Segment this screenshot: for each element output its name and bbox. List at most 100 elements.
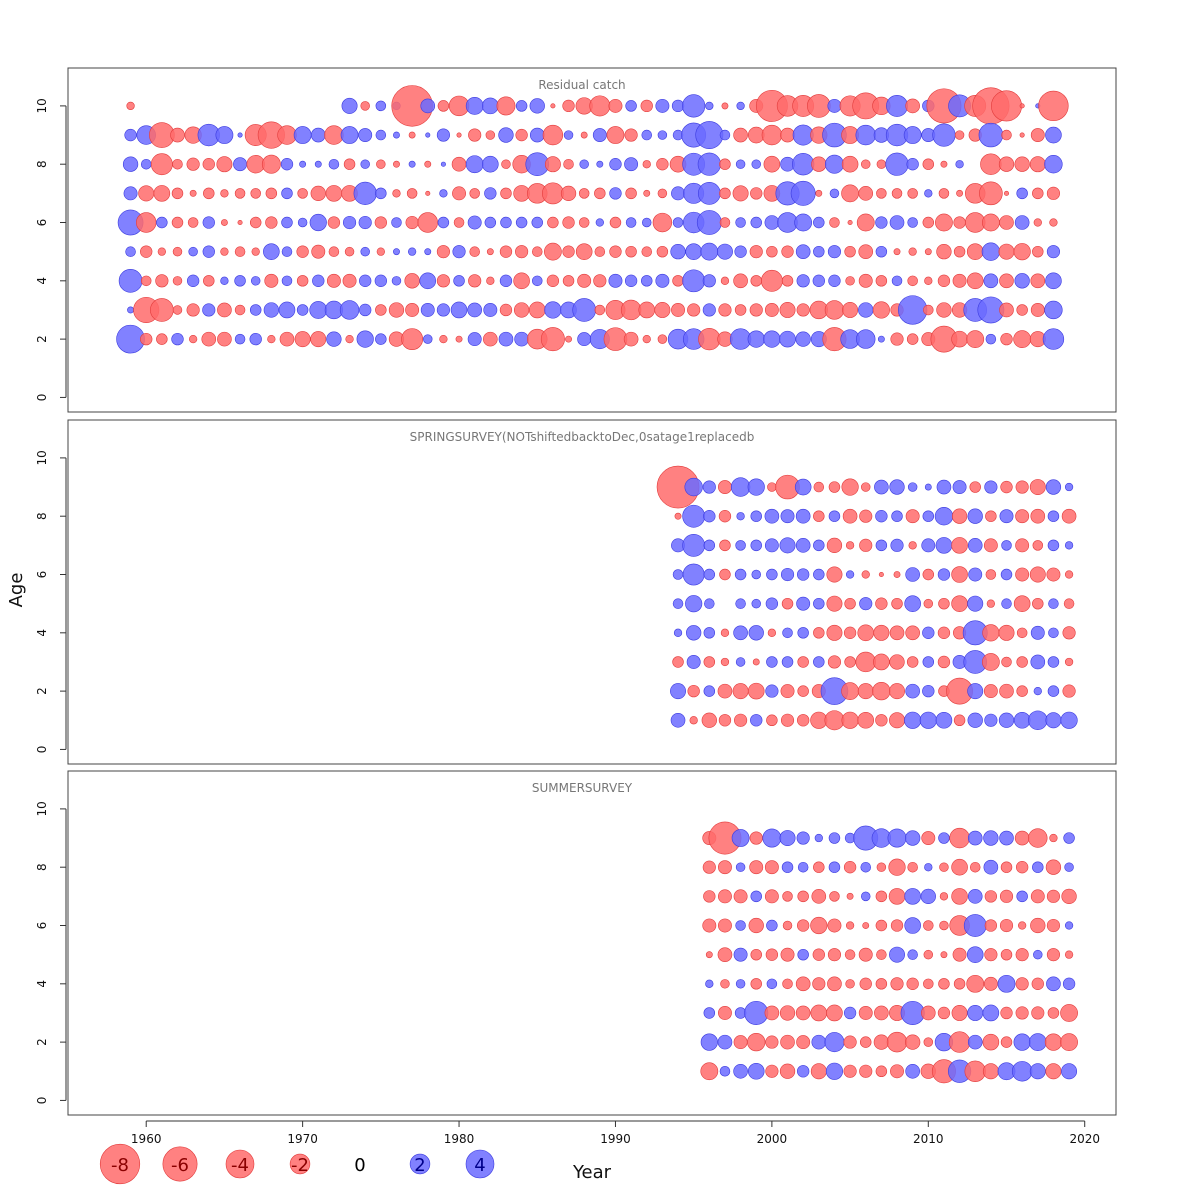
residual-bubble	[682, 533, 706, 557]
residual-bubble	[766, 245, 778, 258]
residual-bubble	[1015, 567, 1030, 582]
residual-bubble	[813, 568, 825, 581]
residual-bubble	[859, 597, 873, 611]
residual-bubble	[1045, 859, 1062, 875]
residual-bubble	[593, 274, 607, 288]
residual-bubble	[671, 303, 685, 317]
panel-2: SPRINGSURVEY(NOTshiftedbacktoDec,0satage…	[35, 419, 1117, 765]
residual-bubble	[904, 888, 921, 905]
residual-bubble	[846, 892, 854, 900]
residual-bubble	[234, 304, 246, 316]
residual-bubble	[719, 1066, 731, 1077]
residual-bubble	[796, 596, 811, 611]
residual-bubble	[891, 188, 903, 199]
residual-bubble	[767, 628, 777, 637]
residual-bubble	[513, 302, 530, 318]
residual-bubble	[1000, 1036, 1013, 1048]
residual-bubble	[186, 274, 200, 287]
residual-bubble	[360, 101, 370, 111]
residual-bubble	[733, 1063, 748, 1079]
residual-bubble	[983, 538, 998, 553]
residual-bubble	[886, 94, 908, 117]
residual-bubble	[237, 132, 243, 138]
residual-bubble	[309, 213, 327, 232]
residual-bubble	[792, 153, 815, 176]
residual-bubble	[861, 159, 871, 169]
residual-bubble	[655, 98, 670, 113]
residual-bubble	[1042, 328, 1065, 350]
residual-bubble	[358, 128, 373, 142]
residual-bubble	[797, 656, 809, 668]
residual-bubble	[782, 627, 793, 639]
residual-bubble	[922, 656, 935, 668]
residual-bubble	[861, 891, 871, 902]
residual-bubble	[546, 274, 560, 287]
residual-bubble	[955, 160, 964, 169]
residual-bubble	[730, 477, 751, 497]
residual-bubble	[547, 216, 559, 229]
residual-bubble	[1046, 918, 1060, 933]
residual-bubble	[531, 216, 543, 229]
residual-bubble	[189, 334, 198, 344]
residual-bubble	[766, 568, 778, 581]
residual-bubble	[844, 245, 856, 258]
residual-bubble	[937, 274, 951, 287]
residual-bubble	[1011, 1061, 1033, 1082]
residual-bubble	[735, 598, 746, 609]
panels-layer: Residual catch 0 2 4 6 8 10 SPRINGSURVEY(NOTshi…	[35, 67, 1117, 1116]
residual-bubble	[376, 159, 386, 169]
residual-bubble	[732, 683, 749, 700]
residual-bubble	[1032, 540, 1044, 551]
y-tick-label: 8	[35, 512, 49, 520]
residual-bubble	[1062, 684, 1076, 698]
residual-bubble	[825, 154, 844, 174]
residual-bubble	[374, 274, 387, 287]
residual-bubble	[979, 181, 1003, 206]
residual-bubble	[698, 327, 721, 351]
residual-bubble	[1015, 948, 1029, 962]
residual-bubble	[594, 246, 606, 257]
residual-bubble	[720, 657, 730, 667]
residual-bubble	[827, 655, 842, 669]
residual-bubble	[760, 269, 783, 292]
residual-bubble	[886, 1031, 908, 1053]
residual-bubble	[643, 189, 651, 197]
residual-bubble	[514, 331, 529, 347]
residual-bubble	[498, 127, 514, 143]
residual-bubble	[923, 304, 934, 316]
residual-bubble	[841, 682, 859, 700]
residual-bubble	[907, 188, 918, 199]
x-tick-label: 2020	[1069, 1132, 1100, 1146]
residual-bubble	[186, 303, 200, 317]
residual-bubble	[562, 275, 575, 287]
residual-bubble	[937, 655, 951, 669]
residual-bubble	[353, 181, 377, 205]
residual-bubble	[1000, 948, 1013, 961]
residual-bubble	[405, 215, 419, 230]
residual-bubble	[998, 243, 1015, 260]
residual-bubble	[249, 332, 262, 346]
residual-bubble	[858, 947, 873, 962]
residual-bubble	[876, 188, 887, 199]
residual-bubble	[949, 827, 970, 849]
residual-bubble	[1013, 595, 1031, 612]
residual-bubble	[828, 274, 841, 287]
residual-bubble	[966, 946, 984, 963]
residual-bubble	[689, 716, 698, 725]
residual-bubble	[1064, 921, 1074, 930]
residual-bubble	[733, 1035, 748, 1050]
residual-bubble	[999, 302, 1014, 318]
residual-bubble	[938, 597, 950, 610]
residual-bubble	[1014, 156, 1030, 172]
residual-bubble	[1019, 103, 1025, 109]
residual-bubble	[733, 889, 748, 904]
residual-bubble	[1031, 977, 1044, 990]
residual-bubble	[437, 100, 450, 112]
residual-bubble	[875, 978, 888, 990]
residual-bubble	[766, 656, 778, 668]
residual-bubble	[1001, 129, 1012, 141]
residual-bubble	[138, 185, 155, 202]
residual-bubble	[873, 624, 890, 641]
residual-bubble	[843, 1035, 857, 1049]
residual-bubble	[296, 275, 309, 287]
